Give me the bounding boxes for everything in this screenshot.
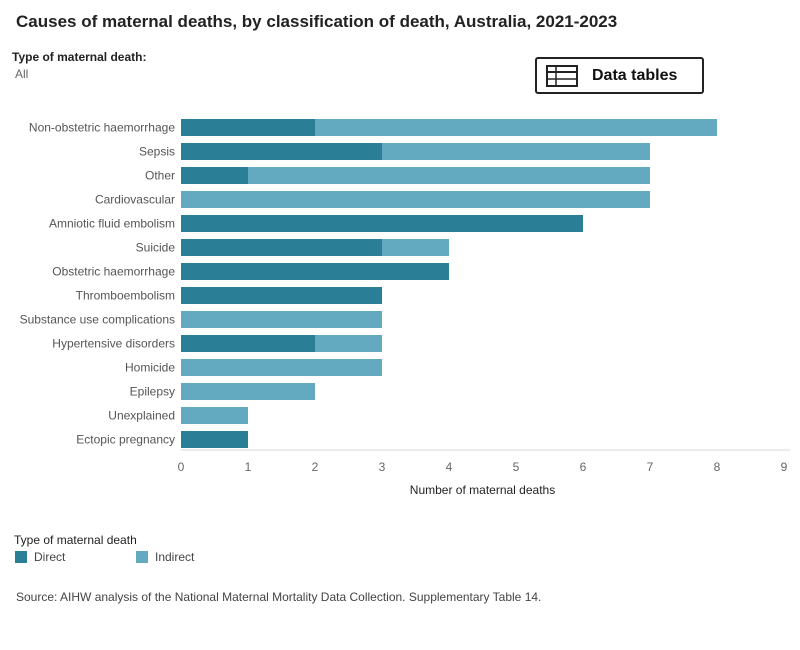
bar-indirect-11 — [181, 383, 315, 400]
bar-direct-2 — [181, 167, 248, 184]
category-label: Cardiovascular — [95, 193, 175, 207]
x-tick-label: 4 — [446, 460, 453, 474]
category-label: Obstetric haemorrhage — [52, 265, 175, 279]
legend-title: Type of maternal death — [14, 533, 137, 547]
source-note: Source: AIHW analysis of the National Ma… — [16, 590, 542, 604]
filter-label: Type of maternal death: — [12, 50, 147, 64]
bar-direct-4 — [181, 215, 583, 232]
bar-direct-5 — [181, 239, 382, 256]
category-label: Non-obstetric haemorrhage — [29, 121, 175, 135]
x-tick-label: 9 — [781, 460, 788, 474]
x-axis-label: Number of maternal deaths — [410, 483, 555, 497]
category-label: Suicide — [136, 241, 176, 255]
x-tick-label: 6 — [580, 460, 587, 474]
category-label: Sepsis — [139, 145, 175, 159]
x-tick-label: 2 — [312, 460, 319, 474]
bar-indirect-2 — [248, 167, 650, 184]
category-label: Hypertensive disorders — [52, 337, 175, 351]
category-label: Amniotic fluid embolism — [49, 217, 175, 231]
category-label: Homicide — [125, 361, 175, 375]
bar-indirect-3 — [181, 191, 650, 208]
category-label: Other — [145, 169, 175, 183]
bar-chart: Non-obstetric haemorrhage Sepsis Other Card… — [20, 119, 790, 497]
bar-direct-0 — [181, 119, 315, 136]
x-tick-label: 8 — [714, 460, 721, 474]
x-tick-label: 0 — [178, 460, 185, 474]
data-tables-button[interactable]: Data tables — [535, 57, 704, 94]
x-tick-label: 5 — [513, 460, 520, 474]
legend-label-direct: Direct — [34, 550, 66, 564]
x-tick-label: 3 — [379, 460, 386, 474]
chart-title: Causes of maternal deaths, by classifica… — [16, 12, 618, 31]
category-label: Substance use complications — [20, 313, 175, 327]
category-label: Unexplained — [108, 409, 175, 423]
bar-indirect-9 — [315, 335, 382, 352]
table-icon — [546, 64, 578, 87]
bar-direct-1 — [181, 143, 382, 160]
data-tables-label: Data tables — [592, 66, 678, 84]
legend-swatch-direct — [15, 551, 27, 563]
legend-swatch-indirect — [136, 551, 148, 563]
legend-item-direct[interactable]: Direct — [15, 550, 65, 564]
x-tick-label: 1 — [245, 460, 252, 474]
bar-direct-13 — [181, 431, 248, 448]
category-label: Thromboembolism — [76, 289, 175, 303]
bar-indirect-0 — [315, 119, 717, 136]
bar-direct-6 — [181, 263, 449, 280]
bar-direct-7 — [181, 287, 382, 304]
bar-indirect-1 — [382, 143, 650, 160]
x-tick-label: 7 — [647, 460, 654, 474]
legend-label-indirect: Indirect — [155, 550, 195, 564]
bar-indirect-5 — [382, 239, 449, 256]
legend-item-indirect[interactable]: Indirect — [136, 550, 194, 564]
category-label: Ectopic pregnancy — [76, 433, 175, 447]
category-label: Epilepsy — [130, 385, 175, 399]
bar-indirect-12 — [181, 407, 248, 424]
filter-value[interactable]: All — [15, 67, 29, 81]
bar-indirect-8 — [181, 311, 382, 328]
bar-indirect-10 — [181, 359, 382, 376]
bar-direct-9 — [181, 335, 315, 352]
